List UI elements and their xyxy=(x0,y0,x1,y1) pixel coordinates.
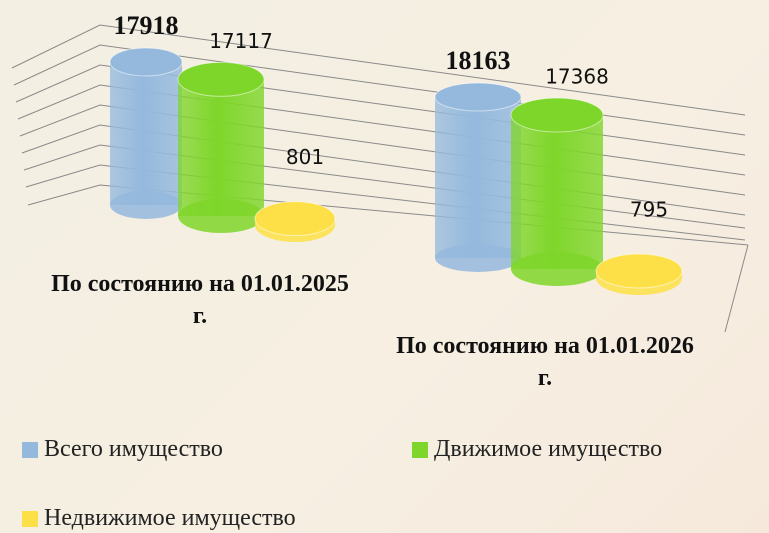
cylinder-body xyxy=(110,61,182,205)
cylinder-top xyxy=(434,82,522,112)
value-label: 17918 xyxy=(114,11,179,40)
cylinder-top xyxy=(254,201,336,237)
legend-label: Всего имущество xyxy=(44,436,223,462)
value-label: 17117 xyxy=(209,29,273,53)
cylinder-body xyxy=(435,97,521,258)
value-label: 18163 xyxy=(446,46,511,75)
cylinder-top xyxy=(109,47,183,77)
legend-item: Движимое имущество xyxy=(412,436,662,463)
legend-item: Всего имущество xyxy=(22,436,223,463)
cylinder-body xyxy=(511,115,603,269)
legend-swatch xyxy=(412,441,428,458)
category-label: По состоянию на 01.01.2026 г. xyxy=(396,333,694,391)
legend-label: Движимое имущество xyxy=(434,436,663,462)
legend-swatch xyxy=(22,510,38,527)
category-label: По состоянию на 01.01.2025 г. xyxy=(51,271,349,329)
cylinder-top xyxy=(510,97,604,133)
cylinder-body xyxy=(178,79,264,216)
value-label: 801 xyxy=(286,145,324,169)
cylinder-top xyxy=(595,253,683,289)
legend-item: Недвижимое имущество xyxy=(22,505,296,532)
value-label: 795 xyxy=(630,197,668,221)
legend-swatch xyxy=(22,441,38,458)
cylinder-top xyxy=(177,61,265,97)
value-label: 17368 xyxy=(545,65,609,89)
perspective-decoration xyxy=(11,24,749,333)
legend-label: Недвижимое имущество xyxy=(44,505,296,531)
